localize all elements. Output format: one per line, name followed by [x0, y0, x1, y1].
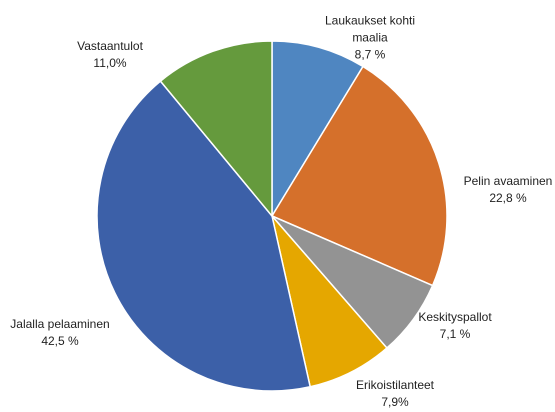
pie-slice — [270, 65, 448, 287]
category-label: Vastaantulot — [77, 39, 143, 53]
category-label: Pelin avaaminen — [463, 174, 553, 188]
slice-label: Laukaukset kohti maalia 8,7 % — [315, 13, 425, 64]
value-label: 7,1 % — [439, 327, 471, 341]
pie-slice — [159, 40, 273, 219]
slice-label: Keskityspallot 7,1 % — [400, 309, 510, 343]
slice-label: Pelin avaaminen 22,8 % — [453, 173, 555, 207]
value-label: 11,0% — [93, 56, 127, 70]
category-label: Jalalla pelaaminen — [10, 317, 110, 331]
slice-label: Jalalla pelaaminen 42,5 % — [0, 316, 130, 350]
category-label: Keskityspallot — [418, 310, 492, 324]
value-label: 8,7 % — [354, 47, 386, 62]
value-label: 22,8 % — [489, 191, 527, 205]
category-label: Laukaukset kohti maalia — [324, 13, 416, 45]
pie-slice — [96, 80, 312, 392]
pie-slice — [271, 40, 364, 219]
value-label: 42,5 % — [41, 334, 79, 348]
slice-label: Vastaantulot 11,0% — [55, 38, 165, 72]
slice-label: Erikoistilanteet 7,9% — [340, 377, 450, 411]
category-label: Erikoistilanteet — [355, 378, 435, 392]
value-label: 7,9% — [381, 395, 409, 409]
